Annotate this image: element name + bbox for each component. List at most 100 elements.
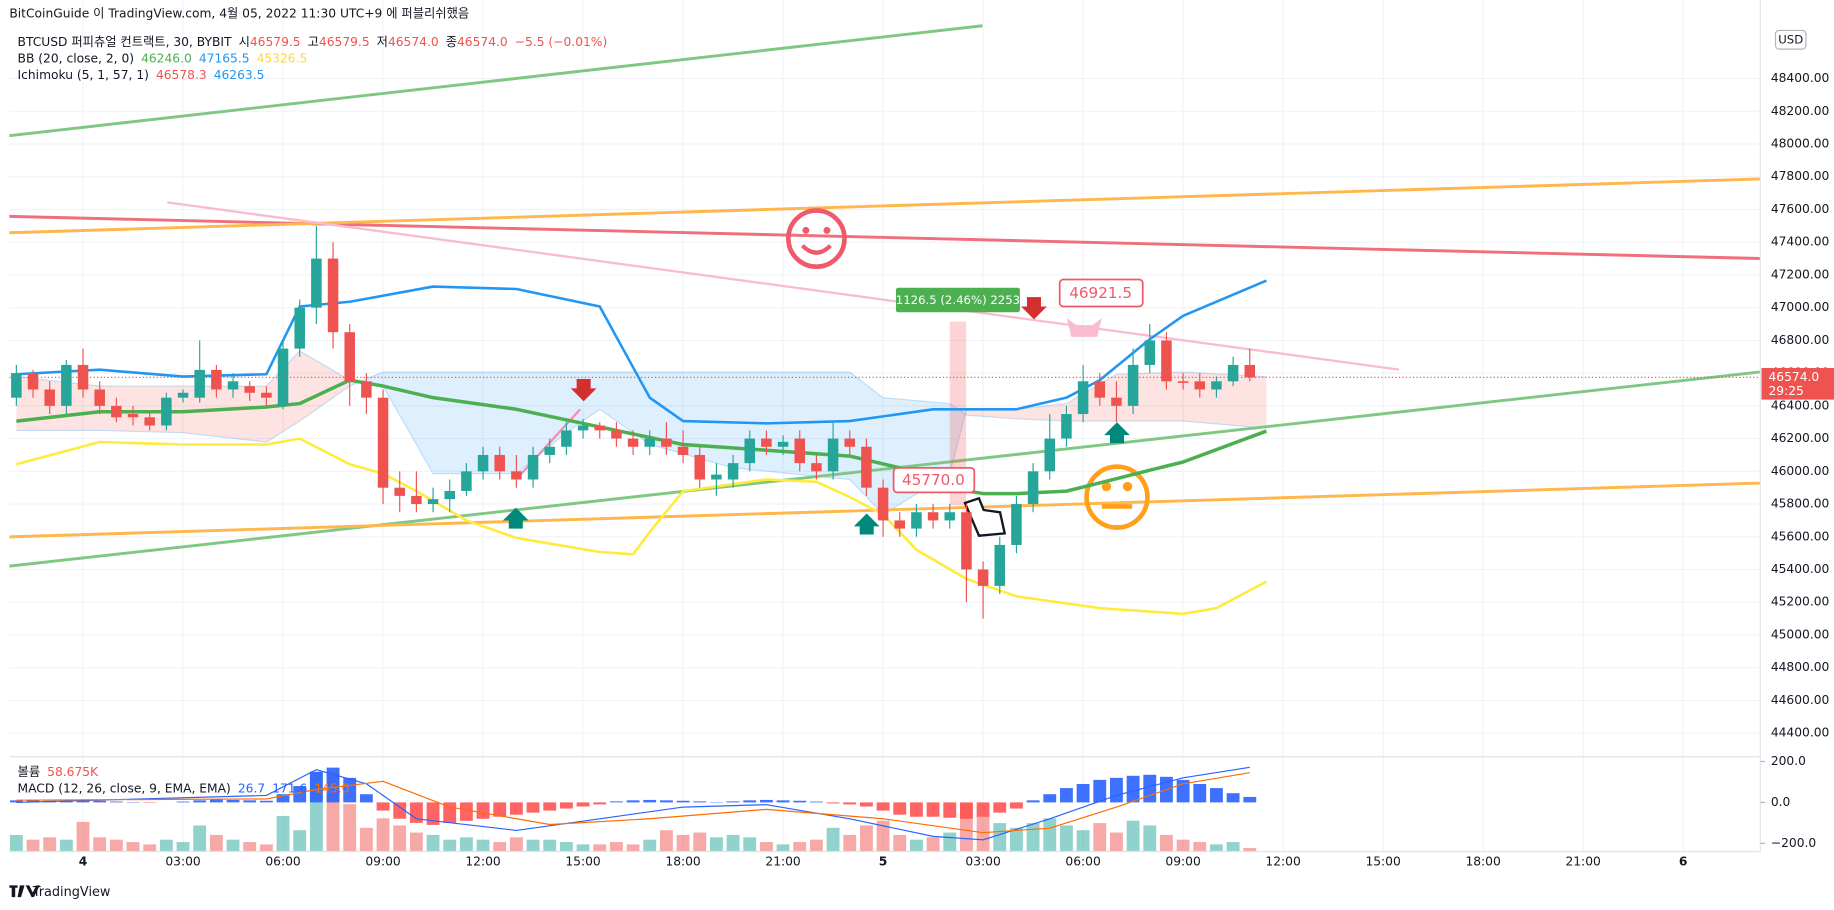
macd-hist-bar xyxy=(176,801,190,803)
price-note-label: 45770.0 xyxy=(902,471,965,489)
macd-hist-bar xyxy=(926,802,940,817)
legend-value: 58.675K xyxy=(47,764,99,778)
grid xyxy=(9,0,1761,852)
macd-hist-bar xyxy=(9,800,23,803)
candle-body xyxy=(577,425,589,431)
indicator-line xyxy=(16,279,1267,425)
legend-key: 시 xyxy=(239,35,250,49)
volume-bar xyxy=(209,834,223,852)
x-tick-label: 09:00 xyxy=(1165,855,1200,869)
volume-bar xyxy=(393,825,407,852)
macd-hist-bar xyxy=(1026,800,1040,803)
range-box xyxy=(895,287,1020,313)
candle-body xyxy=(711,474,722,480)
legend-value: 47165.5 xyxy=(199,51,250,65)
macd-hist-bar xyxy=(109,801,123,803)
candle-body xyxy=(161,397,172,426)
volume-bar xyxy=(893,834,907,852)
volume-bar xyxy=(409,832,423,852)
volume-bar xyxy=(376,818,390,852)
volume-bar xyxy=(509,837,523,852)
x-tick-label: 5 xyxy=(879,855,888,869)
x-tick-label: 15:00 xyxy=(1365,855,1400,869)
candle-body xyxy=(244,386,255,393)
legend-value: 45326.5 xyxy=(257,51,308,65)
buy-arrow xyxy=(853,513,880,535)
indicator-line xyxy=(16,766,1250,841)
annotations: 1126.5 (2.46%) 2253 46921.5 45770.0 xyxy=(892,278,1144,494)
candle-body xyxy=(294,307,305,349)
indicator-line xyxy=(16,437,1268,616)
x-tick-label: 03:00 xyxy=(165,855,200,869)
candle-body xyxy=(211,369,222,390)
candle-body xyxy=(777,441,789,447)
candle-body xyxy=(627,438,639,447)
macd-hist-bar xyxy=(876,802,890,811)
candle-body xyxy=(361,381,372,398)
y-tick-label: 46000.00 xyxy=(1771,464,1830,478)
candle-body xyxy=(1061,414,1072,439)
sell-arrow xyxy=(570,378,597,402)
volume-bar xyxy=(1110,832,1123,852)
legend-key: 종 xyxy=(446,35,457,49)
candle-body xyxy=(961,512,972,570)
macd-hist-bar xyxy=(943,802,957,818)
macd-hist-bar xyxy=(909,802,923,817)
legend-label: BB (20, close, 2, 0) xyxy=(18,51,135,65)
candle-body xyxy=(694,454,706,480)
volume-bar xyxy=(976,815,990,852)
volume-bar xyxy=(259,844,273,852)
buy-arrow xyxy=(502,507,529,529)
volume-bar xyxy=(93,837,107,852)
y-tick-label: 45400.00 xyxy=(1771,562,1830,576)
volume-bar xyxy=(9,834,23,852)
candle-body xyxy=(1161,340,1172,382)
macd-hist-bar xyxy=(476,802,490,819)
candle-body xyxy=(1011,504,1022,545)
trend-line xyxy=(9,177,1761,235)
range-label: 1126.5 (2.46%) 2253 xyxy=(896,293,1020,307)
macd-hist-bar xyxy=(743,800,757,803)
candle-body xyxy=(1127,364,1139,406)
volume-bar xyxy=(843,834,857,852)
volume-bar xyxy=(1210,844,1223,852)
volume-bar xyxy=(693,832,707,852)
x-tick-label: 09:00 xyxy=(365,855,400,869)
candle-body xyxy=(1194,381,1206,390)
candle-body xyxy=(611,430,622,439)
macd-hist-bar xyxy=(259,800,273,803)
trend-line xyxy=(167,201,1400,371)
cloud-segment xyxy=(949,403,967,474)
candle-body xyxy=(377,397,389,488)
legend-ichimoku: Ichimoku (5, 1, 57, 1) 46578.3 46263.5 xyxy=(18,67,265,81)
volume-bar xyxy=(1026,823,1040,852)
macd-hist-bar xyxy=(1093,779,1107,803)
macd-hist-bar xyxy=(893,802,907,815)
macd-hist-bar xyxy=(409,802,423,823)
candle-body xyxy=(1177,381,1189,383)
legend-key: 고 xyxy=(308,35,319,49)
macd-hist-bar xyxy=(793,800,807,803)
macd-hist-bar xyxy=(576,802,590,807)
y-tick-label: 48200.00 xyxy=(1771,104,1830,118)
candle-body xyxy=(1227,364,1239,382)
volume-bar xyxy=(943,832,957,852)
last-price-label: 46574.0 xyxy=(1769,370,1820,384)
legend-label: BTCUSD 퍼피츄얼 컨트랙트, 30, BYBIT xyxy=(18,35,233,49)
legend-label: 볼륨 xyxy=(18,764,41,778)
legend-value: 26.7 xyxy=(238,781,265,795)
volume-bar xyxy=(593,844,607,852)
volume-bar xyxy=(526,839,540,852)
countdown-label: 29:25 xyxy=(1769,384,1804,398)
volume-bar xyxy=(676,834,690,852)
x-tick-label: 03:00 xyxy=(965,855,1000,869)
volume-bar xyxy=(626,844,640,852)
neutral-face xyxy=(1084,464,1150,530)
volume-bar xyxy=(609,842,623,852)
candle-body xyxy=(727,463,739,480)
macd-hist-bar xyxy=(1193,783,1207,803)
macd-hist-bar xyxy=(1226,793,1240,803)
cloud-edge xyxy=(16,371,1267,443)
candle-body xyxy=(344,332,355,382)
